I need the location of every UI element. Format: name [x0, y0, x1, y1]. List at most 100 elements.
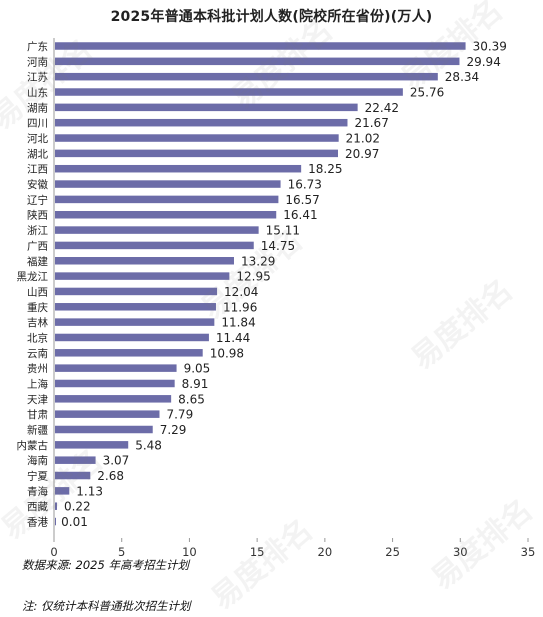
- value-label: 16.57: [285, 193, 319, 207]
- category-label: 辽宁: [27, 193, 48, 206]
- category-label: 山东: [27, 86, 48, 99]
- value-label: 14.75: [261, 239, 295, 253]
- value-label: 0.01: [61, 515, 88, 529]
- bar: [55, 379, 175, 388]
- category-label: 山西: [27, 286, 48, 298]
- value-label: 2.68: [97, 469, 124, 483]
- bar: [55, 333, 209, 342]
- chart-title: 2025年普通本科批计划人数(院校所在省份)(万人): [110, 9, 433, 25]
- value-label: 8.91: [182, 377, 209, 391]
- category-label: 湖南: [27, 101, 48, 114]
- value-label: 16.41: [283, 208, 317, 222]
- category-label: 贵州: [27, 362, 48, 375]
- value-label: 0.22: [64, 500, 91, 514]
- category-label: 江苏: [27, 71, 48, 84]
- bar: [55, 425, 153, 434]
- value-label: 13.29: [241, 254, 275, 268]
- value-label: 30.39: [473, 40, 507, 54]
- category-label: 香港: [27, 517, 48, 529]
- bar-chart: 广东 30.39 河南 29.94 江苏 28.34 山东 25.76 湖南 22.42 四川 21.…: [17, 38, 536, 559]
- bar: [55, 456, 96, 464]
- value-label: 3.07: [103, 454, 130, 468]
- category-label: 江西: [27, 164, 48, 176]
- source-note: 数据来源: 2025 年高考招生计划: [22, 558, 189, 572]
- bar: [55, 487, 70, 495]
- bar: [55, 272, 230, 280]
- category-label: 四川: [27, 118, 48, 130]
- bar: [55, 42, 466, 50]
- value-label: 16.73: [288, 178, 322, 192]
- category-label: 安徽: [27, 178, 48, 191]
- value-label: 7.29: [160, 423, 187, 437]
- value-label: 18.25: [308, 162, 342, 176]
- bar: [55, 164, 302, 173]
- value-label: 25.76: [410, 86, 444, 100]
- bar: [55, 364, 177, 372]
- bar: [55, 257, 234, 265]
- category-label: 福建: [27, 255, 48, 268]
- value-label: 20.97: [345, 147, 379, 161]
- category-label: 河南: [27, 55, 48, 68]
- bar: [55, 241, 254, 250]
- category-label: 云南: [27, 347, 48, 360]
- bar: [55, 149, 338, 158]
- bar: [55, 287, 218, 296]
- x-tick-label: 30: [453, 545, 468, 559]
- category-label: 浙江: [27, 225, 48, 237]
- bar: [55, 318, 215, 326]
- category-label: 河北: [27, 133, 48, 145]
- x-tick-label: 20: [318, 545, 333, 559]
- bar: [55, 303, 216, 311]
- bar: [55, 471, 91, 480]
- category-label: 西藏: [27, 501, 48, 513]
- bar: [55, 210, 277, 219]
- category-label: 广东: [27, 40, 48, 53]
- value-label: 21.67: [354, 116, 388, 130]
- bar: [55, 180, 281, 188]
- category-label: 陕西: [27, 209, 48, 222]
- value-label: 11.96: [223, 300, 257, 314]
- bar: [55, 195, 279, 204]
- x-tick-label: 15: [250, 545, 265, 559]
- value-label: 12.04: [224, 285, 258, 299]
- value-label: 8.65: [178, 392, 205, 406]
- category-label: 黑龙江: [17, 270, 49, 283]
- bar: [55, 134, 339, 142]
- bar: [55, 72, 438, 81]
- value-label: 10.98: [210, 346, 244, 360]
- bar: [55, 88, 403, 96]
- bar: [55, 226, 259, 234]
- category-label: 新疆: [27, 424, 48, 437]
- bar: [55, 410, 160, 418]
- category-label: 天津: [27, 394, 48, 406]
- bar: [55, 118, 348, 127]
- bar: [55, 441, 129, 449]
- bar: [55, 517, 56, 526]
- category-label: 青海: [27, 485, 48, 498]
- category-label: 内蒙古: [17, 439, 49, 452]
- bar: [55, 349, 203, 357]
- value-label: 28.34: [445, 70, 479, 84]
- value-label: 5.48: [135, 438, 162, 452]
- x-tick-label: 0: [50, 545, 57, 559]
- category-label: 湖北: [27, 148, 48, 160]
- x-tick-label: 25: [385, 545, 400, 559]
- value-label: 9.05: [184, 362, 211, 376]
- bar: [55, 57, 460, 66]
- category-label: 吉林: [27, 316, 48, 329]
- value-label: 22.42: [365, 101, 399, 115]
- value-label: 7.79: [166, 408, 193, 422]
- value-label: 11.84: [221, 316, 255, 330]
- value-label: 12.95: [236, 270, 270, 284]
- x-tick-label: 10: [182, 545, 197, 559]
- category-label: 宁夏: [27, 470, 48, 483]
- category-label: 海南: [27, 454, 48, 467]
- category-label: 广西: [27, 240, 48, 252]
- x-tick-label: 35: [521, 545, 536, 559]
- category-label: 北京: [27, 331, 48, 344]
- x-tick-label: 5: [118, 545, 125, 559]
- value-label: 29.94: [466, 55, 500, 69]
- bar: [55, 395, 172, 403]
- value-label: 11.44: [216, 331, 250, 345]
- bar: [55, 502, 57, 510]
